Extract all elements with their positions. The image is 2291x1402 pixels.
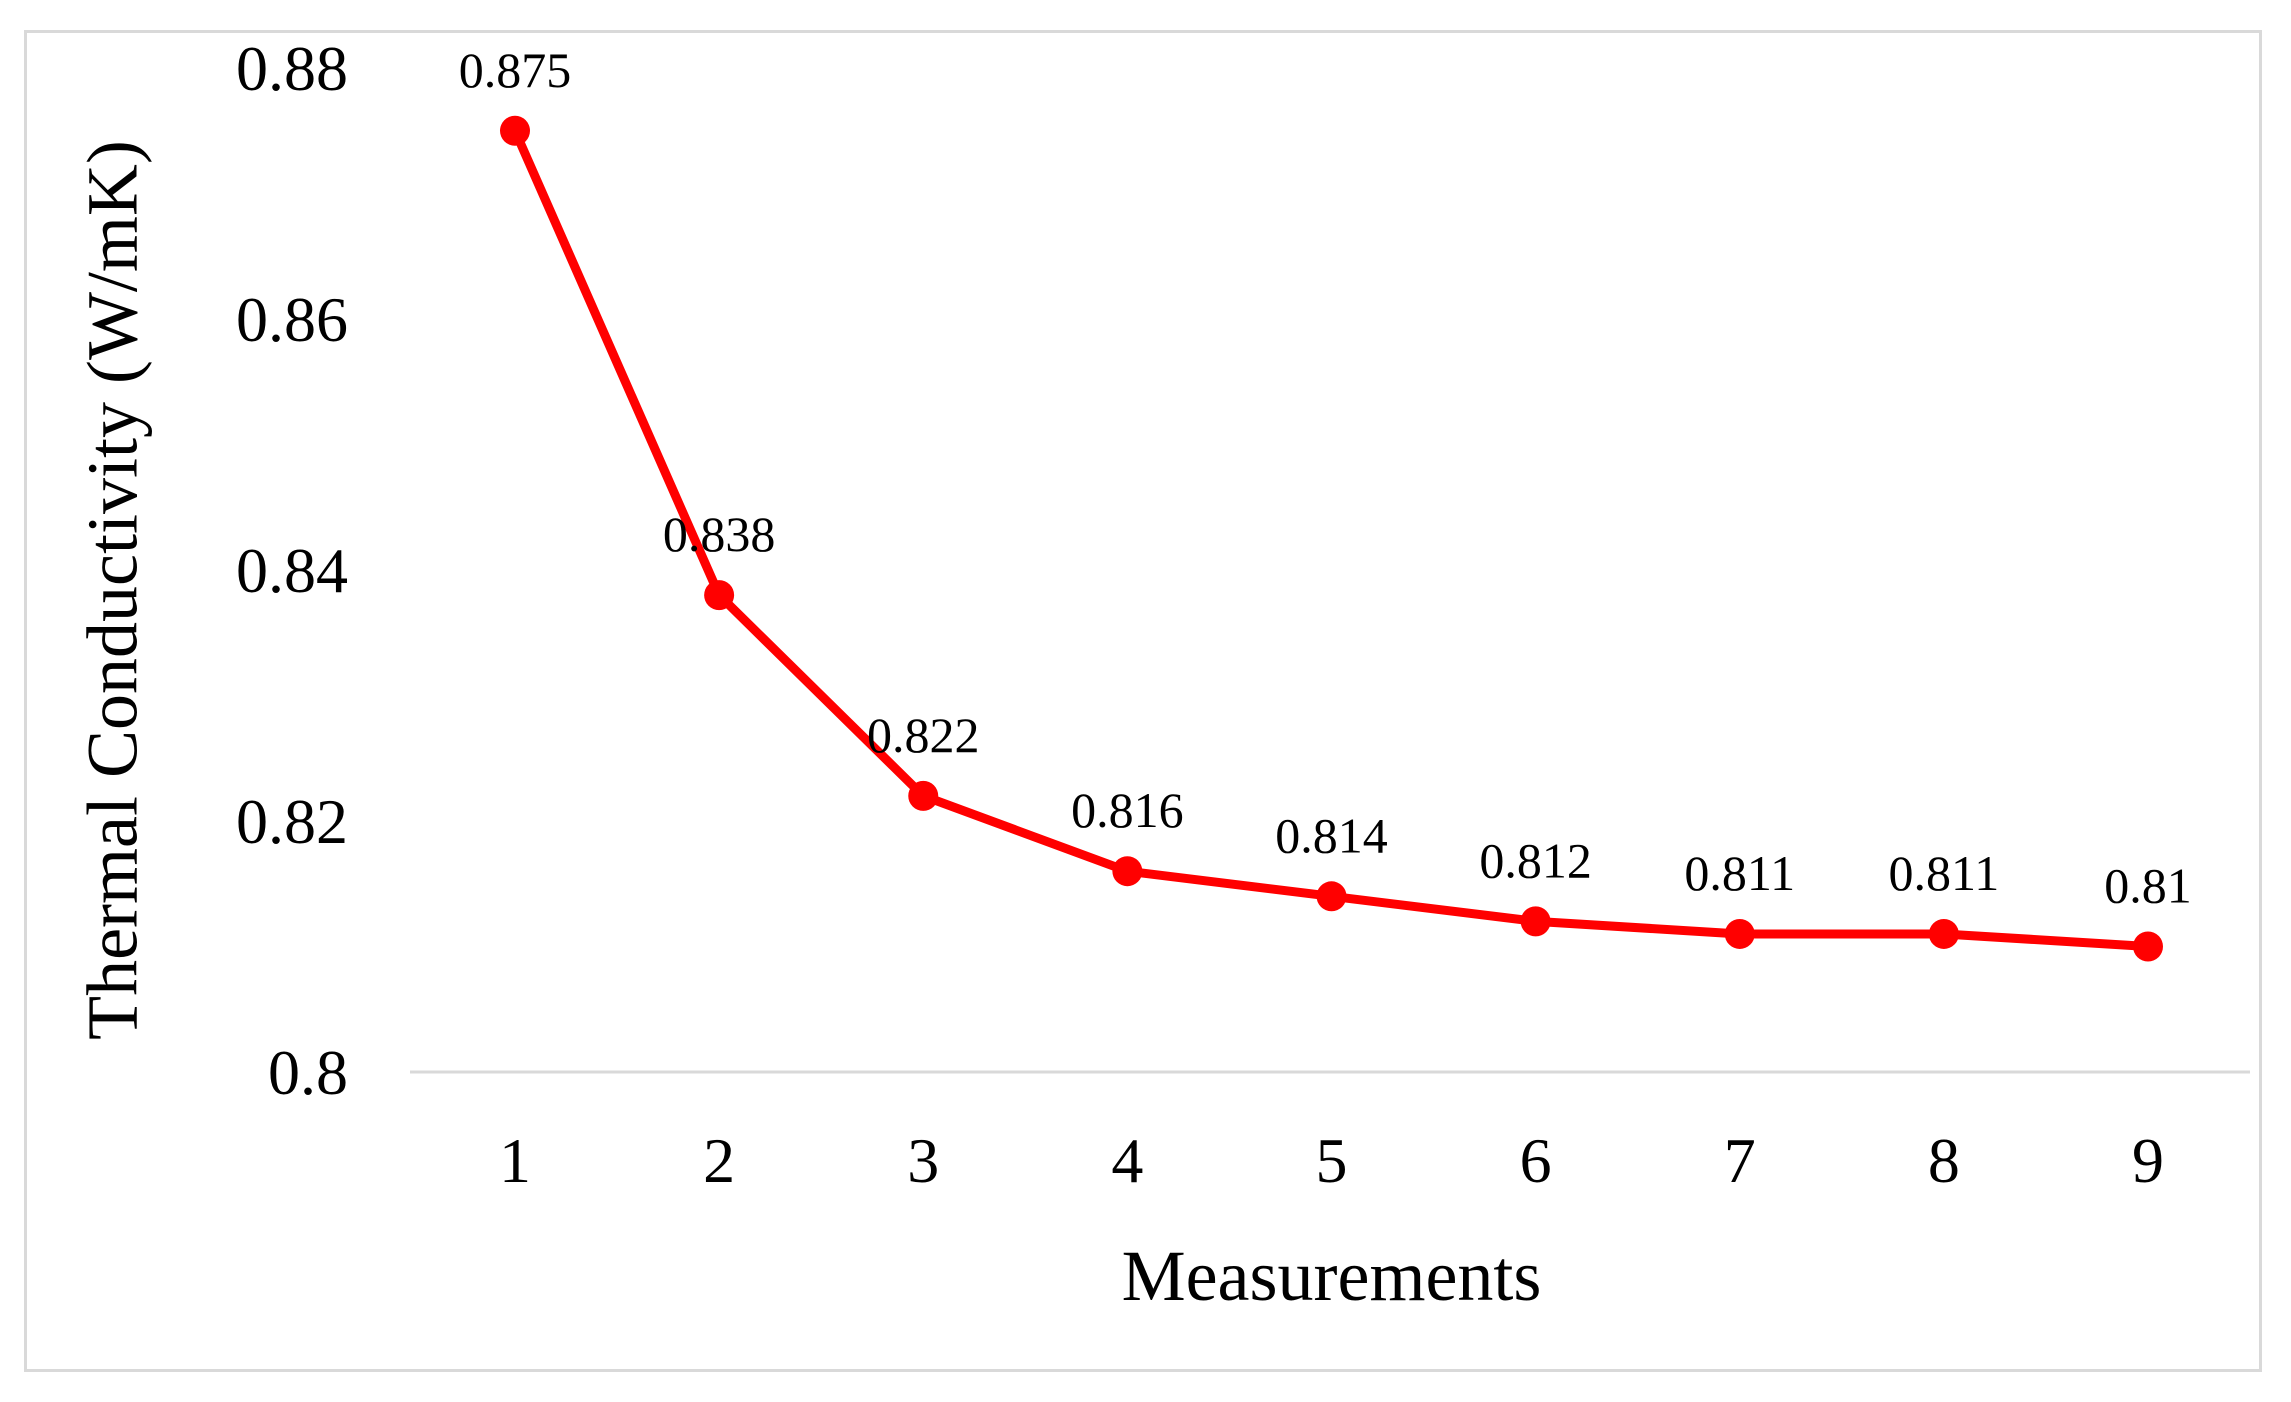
data-label: 0.875 — [459, 42, 572, 98]
chart-frame — [24, 30, 2262, 1372]
data-label: 0.816 — [1071, 782, 1184, 838]
data-label: 0.811 — [1684, 845, 1795, 901]
data-point — [1520, 906, 1551, 937]
x-tick-label: 2 — [703, 1125, 735, 1196]
data-label: 0.811 — [1889, 845, 2000, 901]
data-point — [704, 580, 735, 611]
data-point — [2133, 931, 2163, 962]
data-label: 0.812 — [1479, 832, 1592, 888]
y-tick-label: 0.88 — [236, 33, 348, 104]
x-axis-ticks: 1 2 3 4 5 6 7 8 9 — [499, 1125, 2164, 1196]
data-labels: 0.875 0.838 0.822 0.816 0.814 0.812 0.811 0.811… — [459, 42, 2192, 914]
y-tick-label: 0.82 — [236, 786, 348, 857]
x-tick-label: 5 — [1316, 1125, 1348, 1196]
x-tick-label: 3 — [907, 1125, 939, 1196]
x-tick-label: 7 — [1724, 1125, 1756, 1196]
y-tick-label: 0.8 — [268, 1037, 348, 1108]
y-axis-ticks: 0.8 0.82 0.84 0.86 0.88 — [236, 33, 348, 1108]
x-tick-label: 1 — [499, 1125, 531, 1196]
data-label: 0.814 — [1275, 807, 1388, 863]
x-tick-label: 4 — [1111, 1125, 1143, 1196]
data-point — [1112, 856, 1143, 887]
x-axis-title: Measurements — [1122, 1236, 1542, 1316]
y-tick-label: 0.84 — [236, 535, 348, 606]
data-label: 0.838 — [663, 506, 776, 562]
data-point — [908, 780, 939, 811]
data-point — [1316, 881, 1347, 912]
data-point — [1928, 918, 1959, 949]
y-axis-title: Thermal Conductivity (W/mK) — [73, 140, 153, 1040]
x-tick-label: 8 — [1928, 1125, 1960, 1196]
x-tick-label: 6 — [1520, 1125, 1552, 1196]
data-label: 0.81 — [2104, 858, 2192, 914]
data-point — [1724, 918, 1755, 949]
series-group — [500, 115, 2163, 962]
x-tick-label: 9 — [2132, 1125, 2164, 1196]
data-label: 0.822 — [867, 707, 980, 763]
data-point — [500, 115, 530, 146]
y-tick-label: 0.86 — [236, 284, 348, 355]
